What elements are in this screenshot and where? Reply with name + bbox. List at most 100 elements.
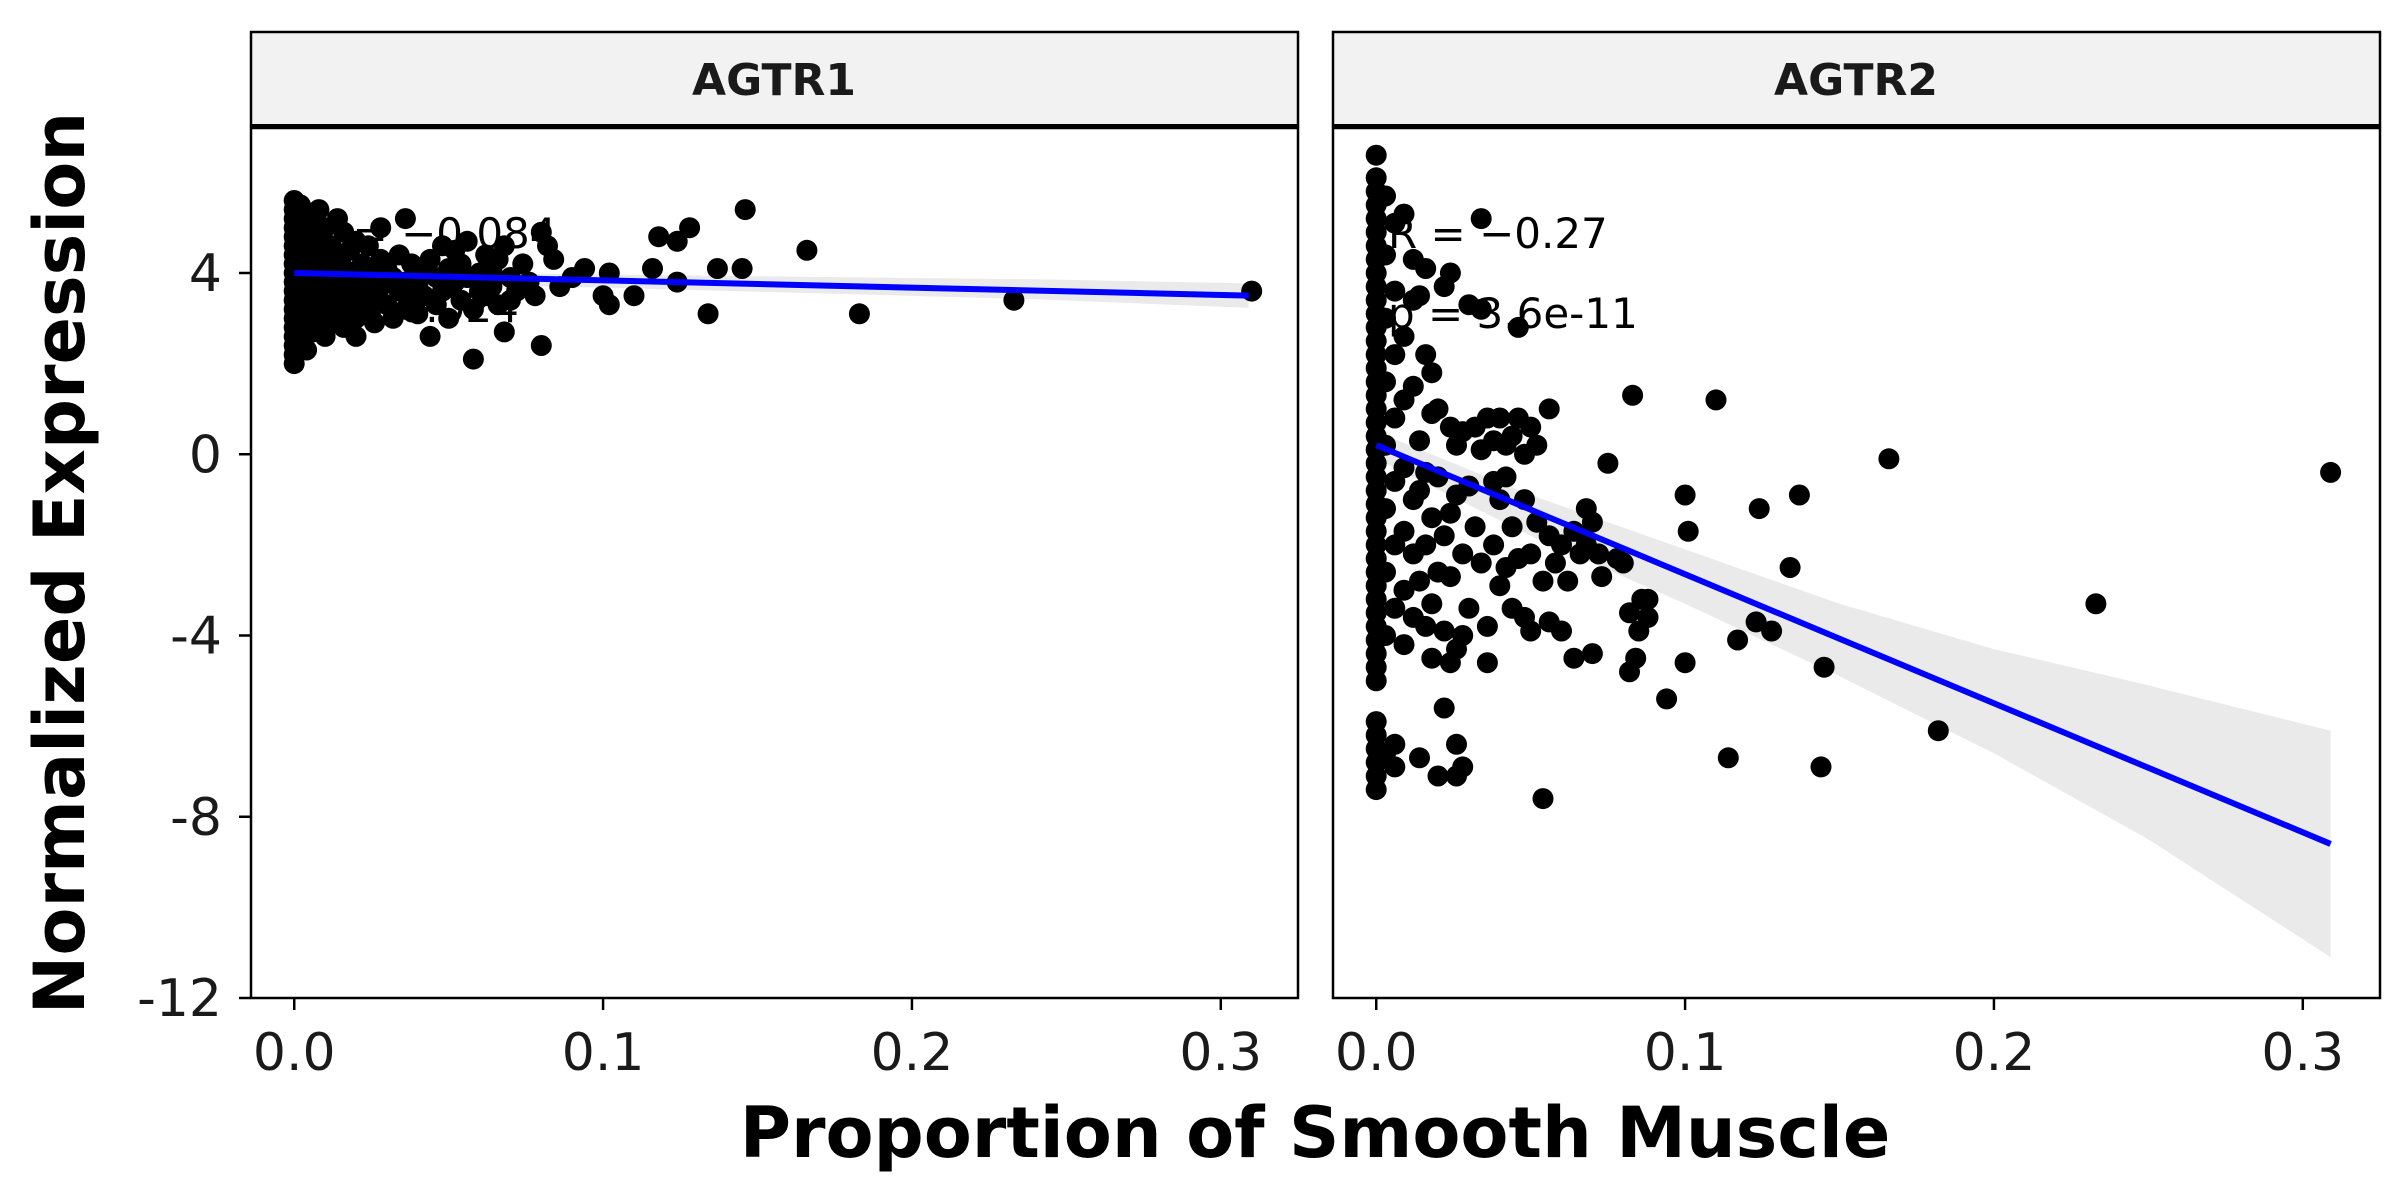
data-point <box>438 307 460 329</box>
data-point <box>1421 362 1443 384</box>
correlation-r-agtr1: R = −0.084 <box>310 209 557 258</box>
data-point <box>1625 647 1647 669</box>
data-point <box>364 312 385 334</box>
data-point <box>1788 484 1810 506</box>
data-point <box>2085 593 2107 615</box>
data-point <box>598 294 620 316</box>
correlation-r-agtr2: R = −0.27 <box>1388 209 1608 258</box>
x-ticks-agtr1: 0.0 0.1 0.2 0.3 <box>253 998 1262 1083</box>
data-point <box>1476 615 1498 637</box>
data-point <box>524 285 546 307</box>
data-point <box>296 339 318 361</box>
data-point <box>2320 461 2342 483</box>
data-point <box>1470 208 1492 230</box>
data-point <box>1532 570 1554 592</box>
data-point <box>1375 625 1396 646</box>
data-point <box>1501 425 1523 447</box>
data-point <box>1813 656 1835 678</box>
data-point <box>1588 543 1610 565</box>
data-point <box>462 298 484 320</box>
data-point <box>1384 597 1406 619</box>
data-point <box>1452 756 1474 778</box>
data-point <box>1581 511 1603 533</box>
data-point <box>419 325 441 347</box>
data-point <box>1409 285 1430 307</box>
data-point <box>1656 688 1678 710</box>
data-point <box>1375 185 1396 207</box>
data-point <box>1544 552 1566 574</box>
strip-background-agtr1 <box>249 30 1300 128</box>
panel-agtr1: AGTR1 R = −0.084 p = 0.024 0.0 0.1 0.2 0.3 <box>249 30 1300 1083</box>
data-point <box>1591 566 1613 588</box>
data-point <box>1495 466 1517 488</box>
data-point <box>1433 620 1455 642</box>
data-point <box>357 235 379 257</box>
data-point <box>1421 647 1443 669</box>
data-point <box>1384 280 1406 302</box>
data-point <box>1489 575 1511 597</box>
data-point <box>1717 747 1739 769</box>
x-tick-label: 0.2 <box>1953 1023 2036 1083</box>
data-point <box>1452 625 1474 646</box>
data-point <box>1520 543 1542 565</box>
y-tick-label: -8 <box>170 788 222 848</box>
y-tick-label: -12 <box>137 969 222 1029</box>
data-point <box>1476 652 1498 674</box>
data-point <box>1409 747 1430 769</box>
data-point <box>1810 756 1832 778</box>
data-point <box>1375 244 1396 266</box>
data-point <box>1427 765 1449 787</box>
data-point <box>848 303 870 325</box>
data-point <box>1393 579 1415 601</box>
data-point <box>1446 733 1467 755</box>
data-point <box>1597 452 1619 474</box>
data-point <box>1375 307 1396 329</box>
data-point <box>1003 289 1025 311</box>
fit-line-agtr1 <box>294 270 1249 299</box>
x-axis-title: Proportion of Smooth Muscle <box>740 1092 1891 1174</box>
data-point <box>1637 588 1659 610</box>
data-point <box>1384 756 1406 778</box>
data-point <box>1439 262 1461 284</box>
correlation-p-agtr2: p = 3.6e-11 <box>1388 289 1638 338</box>
points-agtr2 <box>1365 144 2342 810</box>
data-point <box>1402 375 1424 397</box>
x-tick-label: 0.0 <box>253 1023 336 1083</box>
data-point <box>1551 620 1572 642</box>
data-point <box>543 248 565 270</box>
data-point <box>1458 597 1480 619</box>
data-point <box>1674 484 1696 506</box>
data-point <box>283 353 305 375</box>
data-point <box>1538 398 1560 420</box>
x-tick-label: 0.2 <box>871 1023 954 1083</box>
data-point <box>1439 566 1461 588</box>
strip-label-agtr2: AGTR2 <box>1774 55 1938 106</box>
data-point <box>1927 720 1949 742</box>
data-point <box>1563 647 1585 669</box>
x-ticks-agtr2: 0.0 0.1 0.2 0.3 <box>1335 998 2344 1083</box>
data-point <box>1393 520 1415 542</box>
data-point <box>493 235 515 257</box>
y-tick-label: 4 <box>189 244 222 304</box>
regression-line <box>294 270 1249 299</box>
data-point <box>1365 144 1387 166</box>
x-tick-label: 0.3 <box>2261 1023 2344 1083</box>
x-tick-label: 0.1 <box>1644 1023 1727 1083</box>
correlation-p-agtr1: p = 0.024 <box>310 283 519 332</box>
data-point <box>1520 416 1542 438</box>
data-point <box>1705 389 1727 411</box>
data-point <box>1745 611 1767 633</box>
data-point <box>1375 498 1396 520</box>
data-point <box>1727 629 1749 651</box>
data-point <box>1375 561 1396 583</box>
data-point <box>394 208 416 230</box>
data-point <box>1526 434 1548 456</box>
data-point <box>1415 615 1437 637</box>
data-point <box>1427 398 1449 420</box>
data-point <box>1470 552 1492 574</box>
data-point <box>679 217 701 239</box>
data-point <box>697 303 719 325</box>
data-point <box>493 321 515 343</box>
data-point <box>1384 733 1406 755</box>
data-point <box>1520 620 1542 642</box>
